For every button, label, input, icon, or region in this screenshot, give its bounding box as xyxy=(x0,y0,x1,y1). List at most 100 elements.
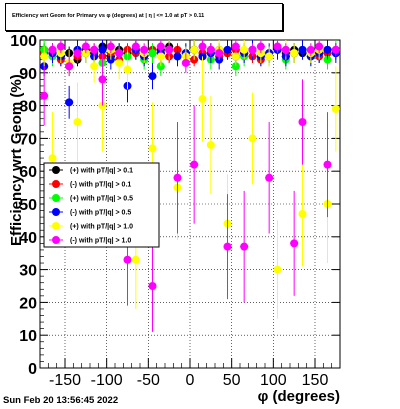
data-point xyxy=(73,49,82,58)
y-tick-label: 30 xyxy=(19,263,37,280)
y-tick-label: 50 xyxy=(19,197,37,214)
data-point xyxy=(273,265,282,274)
data-point xyxy=(181,58,190,67)
data-point xyxy=(240,45,249,54)
data-point xyxy=(265,52,274,61)
data-point xyxy=(48,154,57,163)
data-point xyxy=(65,98,74,107)
data-point xyxy=(156,52,165,61)
data-point xyxy=(223,45,232,54)
x-tick-label: 100 xyxy=(260,372,287,389)
legend-marker xyxy=(52,236,60,244)
legend-marker xyxy=(52,222,60,230)
data-point xyxy=(123,255,132,264)
x-tick-label: 150 xyxy=(302,372,329,389)
data-point xyxy=(331,45,340,54)
legend-entry: (-) with pT/|q| > 1.0 xyxy=(70,238,131,245)
chart-title: Efficiency wrt Geom for Primary vs φ (de… xyxy=(12,13,205,19)
data-point xyxy=(323,160,332,169)
data-point xyxy=(140,45,149,54)
data-point xyxy=(106,42,115,51)
y-tick-label: 0 xyxy=(28,361,37,378)
data-point xyxy=(323,45,332,54)
y-tick-label: 90 xyxy=(19,66,37,83)
legend-entry: (-) with pT/|q| > 0.1 xyxy=(70,182,131,189)
data-point xyxy=(90,62,99,71)
x-tick-label: 50 xyxy=(223,372,241,389)
data-point xyxy=(231,42,240,51)
legend-marker xyxy=(52,180,60,188)
data-point xyxy=(115,58,124,67)
y-tick-label: 100 xyxy=(10,33,37,50)
y-axis-label: Efficiency wrt Geom (%) xyxy=(8,74,25,246)
legend-entry: (+) with pT/|q| > 0.5 xyxy=(70,196,133,203)
data-point xyxy=(131,255,140,264)
y-tick-label: 40 xyxy=(19,230,37,247)
data-point xyxy=(198,95,207,104)
data-point xyxy=(240,242,249,251)
data-point xyxy=(248,45,257,54)
y-tick-label: 80 xyxy=(19,99,37,116)
data-point xyxy=(131,42,140,51)
legend-entry: (+) with pT/|q| > 0.1 xyxy=(70,168,133,175)
data-point xyxy=(148,49,157,58)
x-tick-label: -100 xyxy=(91,372,123,389)
data-point xyxy=(190,160,199,169)
data-point xyxy=(256,42,265,51)
data-point xyxy=(281,45,290,54)
data-point xyxy=(98,45,107,54)
data-point xyxy=(265,173,274,182)
footer-timestamp: Sun Feb 20 13:56:45 2022 xyxy=(3,395,119,406)
axis-ticks: 0 10 20 30 40 50 60 70 80 90 100 -150 -100 -50 0 50 100 1… xyxy=(10,33,340,389)
legend-entry: (+) with pT/|q| > 1.0 xyxy=(70,224,133,231)
data-point xyxy=(315,42,324,51)
data-point xyxy=(206,45,215,54)
data-point xyxy=(65,62,74,71)
legend-entry: (-) with pT/|q| > 0.5 xyxy=(70,210,131,217)
data-point xyxy=(148,144,157,153)
data-point xyxy=(56,42,65,51)
data-point xyxy=(290,49,299,58)
legend-marker xyxy=(52,166,60,174)
data-point xyxy=(98,75,107,84)
chart-title-box: Efficiency wrt Geom for Primary vs φ (de… xyxy=(5,3,283,31)
data-point xyxy=(206,140,215,149)
data-point xyxy=(148,282,157,290)
x-tick-label: -150 xyxy=(49,372,81,389)
x-axis-label: φ (degrees) xyxy=(258,388,340,405)
data-point xyxy=(331,104,340,113)
data-point xyxy=(123,65,132,74)
data-point xyxy=(81,42,90,51)
data-point xyxy=(173,173,182,182)
data-point xyxy=(156,42,165,51)
x-tick-label: 0 xyxy=(186,372,195,389)
data-point xyxy=(298,118,307,126)
data-point xyxy=(248,134,257,143)
grid-lines xyxy=(40,40,340,368)
data-point xyxy=(231,52,240,61)
x-tick-label: -50 xyxy=(137,372,160,389)
legend-box xyxy=(43,162,160,248)
data-point xyxy=(165,45,174,54)
data-point xyxy=(190,45,199,54)
data-point xyxy=(298,209,307,218)
y-tick-label: 10 xyxy=(19,328,37,345)
series-(-) with pT/|q| > 1.0 xyxy=(40,40,340,332)
legend: (+) with pT/|q| > 0.1 (-) with pT/|q| > 0… xyxy=(43,162,160,248)
data-point xyxy=(48,45,57,54)
data-point xyxy=(215,49,224,58)
y-tick-label: 20 xyxy=(19,295,37,312)
data-point xyxy=(306,45,315,54)
y-tick-label: 70 xyxy=(19,131,37,148)
data-point xyxy=(148,72,157,81)
data-point xyxy=(115,49,124,58)
data-point xyxy=(273,42,282,51)
y-tick-label: 60 xyxy=(19,164,37,181)
legend-marker xyxy=(52,194,60,202)
data-point xyxy=(73,118,82,126)
data-point xyxy=(198,42,207,51)
data-points xyxy=(40,40,340,332)
data-point xyxy=(40,91,49,100)
data-point xyxy=(173,52,182,61)
